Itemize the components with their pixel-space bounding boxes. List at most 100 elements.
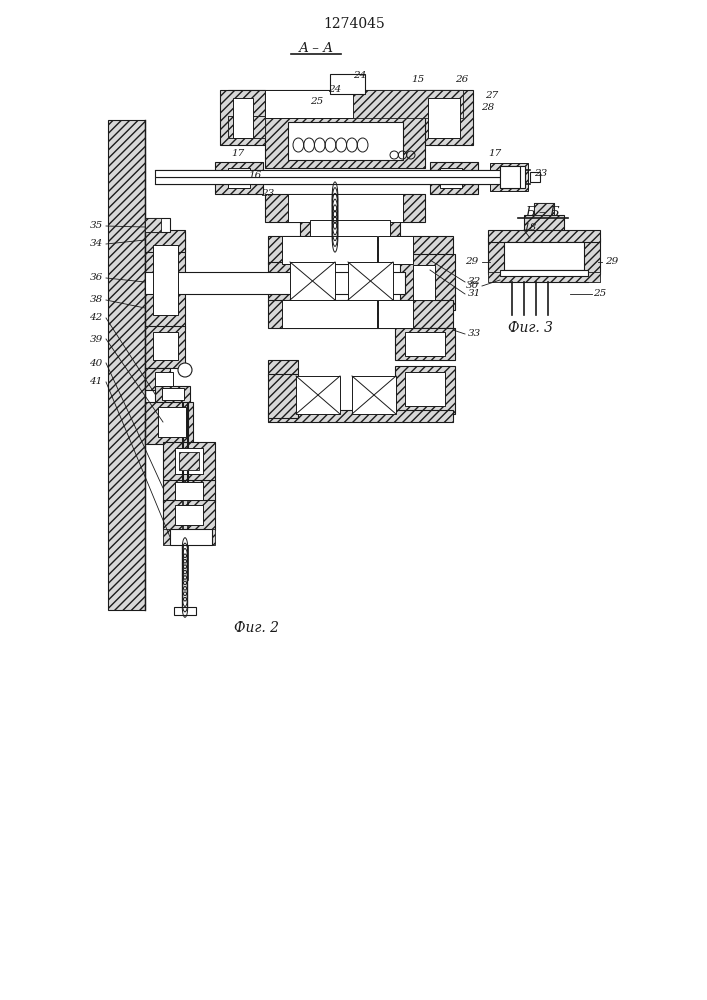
Bar xyxy=(440,168,462,188)
Bar xyxy=(288,122,403,160)
Text: 40: 40 xyxy=(89,359,103,367)
Text: 41: 41 xyxy=(89,377,103,386)
Bar xyxy=(228,168,250,188)
Bar xyxy=(530,172,540,182)
Text: 30: 30 xyxy=(465,282,479,290)
Text: 25: 25 xyxy=(310,98,324,106)
Bar xyxy=(488,272,600,282)
Bar xyxy=(400,254,455,310)
Bar xyxy=(500,166,520,188)
Bar xyxy=(268,410,453,422)
Bar xyxy=(290,262,335,300)
Bar xyxy=(534,203,554,215)
Bar xyxy=(331,75,364,93)
Bar xyxy=(175,482,203,500)
Bar xyxy=(430,162,478,194)
Bar xyxy=(353,90,463,118)
Text: 24: 24 xyxy=(354,72,367,81)
Text: 32: 32 xyxy=(468,277,481,286)
Bar xyxy=(288,194,403,222)
Text: 42: 42 xyxy=(89,314,103,322)
Bar xyxy=(145,402,193,444)
Bar xyxy=(268,236,453,264)
Text: 23: 23 xyxy=(534,169,548,178)
Text: 39: 39 xyxy=(89,334,103,344)
Text: 17: 17 xyxy=(489,148,502,157)
Bar xyxy=(175,448,203,474)
Bar xyxy=(415,90,473,145)
Bar xyxy=(145,230,185,252)
Bar xyxy=(560,238,600,274)
Bar xyxy=(428,98,460,138)
Bar xyxy=(163,500,215,530)
Text: 1274045: 1274045 xyxy=(323,17,385,31)
Bar xyxy=(170,529,212,545)
Bar xyxy=(162,388,184,400)
Bar xyxy=(500,270,588,276)
Bar xyxy=(153,332,178,360)
Bar xyxy=(153,245,178,315)
Text: 29: 29 xyxy=(605,257,619,266)
Bar xyxy=(268,374,298,418)
Bar xyxy=(233,98,253,138)
Bar xyxy=(145,326,185,368)
Bar xyxy=(348,262,393,300)
Text: 31: 31 xyxy=(468,290,481,298)
Bar xyxy=(405,372,445,406)
Bar xyxy=(145,218,161,232)
Bar xyxy=(500,166,525,188)
Text: 33: 33 xyxy=(468,330,481,338)
Bar xyxy=(158,407,186,437)
Bar xyxy=(145,368,170,390)
Bar xyxy=(534,203,554,215)
Bar xyxy=(163,480,215,502)
Text: 16: 16 xyxy=(248,170,262,180)
Text: 25: 25 xyxy=(593,290,607,298)
Bar xyxy=(524,215,564,240)
Text: 23: 23 xyxy=(262,190,274,198)
Text: 24: 24 xyxy=(328,86,341,95)
Text: 35: 35 xyxy=(89,222,103,231)
Bar xyxy=(215,162,263,194)
Bar xyxy=(268,360,298,376)
Bar xyxy=(378,236,413,264)
Bar xyxy=(228,90,463,118)
Text: Фиг. 3: Фиг. 3 xyxy=(508,321,552,335)
Text: Б – Б: Б – Б xyxy=(526,206,561,219)
Text: 29: 29 xyxy=(465,257,479,266)
Bar xyxy=(504,242,584,270)
Text: А – А: А – А xyxy=(298,41,334,54)
Text: 38: 38 xyxy=(89,296,103,304)
Bar xyxy=(330,74,365,94)
Bar xyxy=(265,116,425,168)
Bar xyxy=(378,300,413,328)
Bar xyxy=(395,328,455,360)
Bar xyxy=(108,120,145,610)
Bar xyxy=(155,372,173,386)
Bar xyxy=(145,232,185,328)
Text: 36: 36 xyxy=(89,273,103,282)
Bar xyxy=(395,366,455,414)
Circle shape xyxy=(178,363,192,377)
Bar xyxy=(163,529,215,545)
Bar xyxy=(413,265,435,300)
Text: Фиг. 2: Фиг. 2 xyxy=(235,621,279,635)
Bar xyxy=(163,442,215,482)
Bar xyxy=(268,300,453,328)
Bar xyxy=(488,230,600,242)
Text: 28: 28 xyxy=(481,104,495,112)
Bar xyxy=(265,194,425,222)
Bar xyxy=(155,177,515,184)
Text: 26: 26 xyxy=(455,75,469,84)
Bar xyxy=(220,90,265,145)
Bar xyxy=(145,218,170,232)
Bar xyxy=(352,376,396,414)
Bar xyxy=(296,376,340,414)
Bar xyxy=(488,238,528,274)
Text: 15: 15 xyxy=(411,75,425,84)
Bar xyxy=(228,116,265,138)
Text: 34: 34 xyxy=(89,239,103,248)
Bar xyxy=(228,116,265,138)
Bar xyxy=(175,505,203,525)
Bar xyxy=(282,300,377,328)
